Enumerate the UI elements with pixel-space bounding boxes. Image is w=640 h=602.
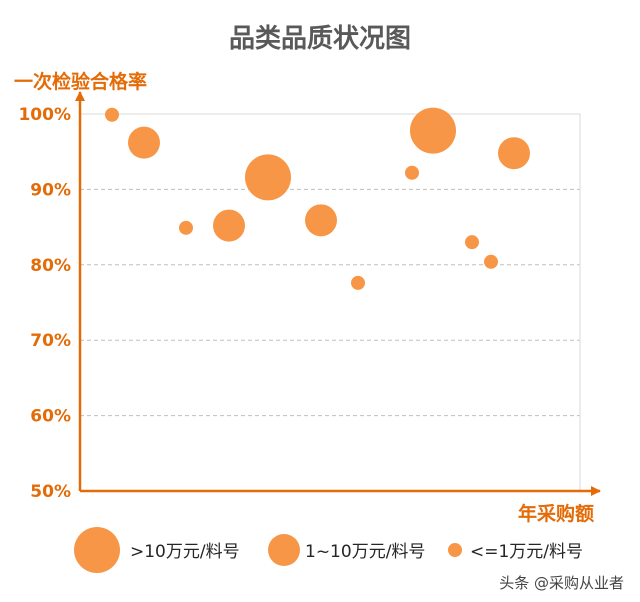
y-tick-label: 80% xyxy=(30,256,71,276)
legend-marker-small xyxy=(448,543,462,557)
bubble-small xyxy=(484,254,498,269)
bubble-medium xyxy=(213,209,245,242)
legend-label-large: >10万元/料号 xyxy=(130,542,240,562)
bubble-large xyxy=(245,154,291,201)
legend-marker-large xyxy=(74,527,120,573)
bubble-small xyxy=(179,220,193,235)
bubbles xyxy=(105,107,530,290)
legend: >10万元/料号 1~10万元/料号 <=1万元/料号 xyxy=(74,527,583,573)
y-tick-label: 70% xyxy=(30,331,71,351)
bubble-small xyxy=(405,165,419,180)
y-tick-labels: 100% 90% 80% 70% 60% 50% xyxy=(18,105,71,502)
bubble-medium xyxy=(498,137,530,170)
bubble-large xyxy=(410,107,456,154)
y-tick-label: 50% xyxy=(30,482,71,502)
y-tick-label: 90% xyxy=(30,180,71,200)
y-tick-label: 60% xyxy=(30,407,71,427)
y-axis-title: 一次检验合格率 xyxy=(14,70,147,93)
bubble-small xyxy=(465,235,479,250)
legend-marker-medium xyxy=(268,534,300,566)
y-tick-label: 100% xyxy=(18,105,71,125)
bubble-medium xyxy=(305,204,337,237)
x-axis-title: 年采购额 xyxy=(518,502,594,525)
bubble-small xyxy=(351,275,365,290)
bubble-small xyxy=(105,107,119,122)
legend-label-small: <=1万元/料号 xyxy=(470,542,583,562)
chart-title: 品类品质状况图 xyxy=(229,24,411,54)
plot-area xyxy=(79,113,581,492)
bubble-medium xyxy=(128,126,160,159)
watermark: 头条 @采购从业者 xyxy=(499,574,624,592)
legend-label-medium: 1~10万元/料号 xyxy=(305,542,425,562)
